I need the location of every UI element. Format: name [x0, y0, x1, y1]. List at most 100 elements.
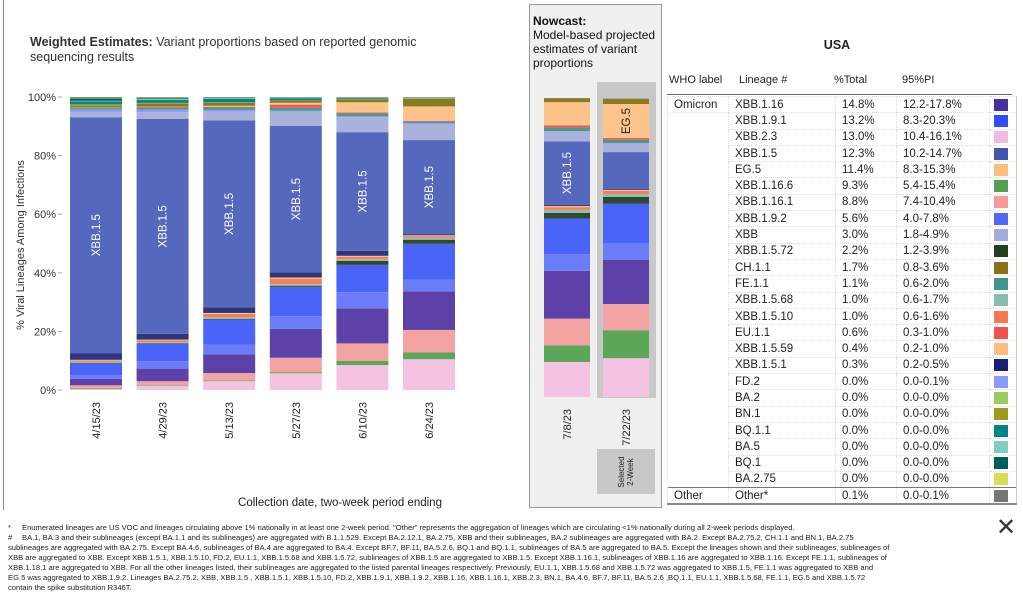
lineage-name: XBB.1.9.1: [728, 112, 836, 130]
footnote-line: XBB are aggregated to XBB. Except XBB.1.…: [8, 553, 1018, 563]
bar-segment-xbb-1-9-1: [136, 343, 189, 362]
bar-segment-xbb-1-9-1: [603, 203, 649, 244]
bar-segment-xbb-1-16-1: [403, 329, 455, 353]
bar-segment-xbb-1-9-2: [136, 361, 189, 369]
bar-segment-bq-1: [70, 98, 122, 101]
lineage-name: XBB.1.5.1: [728, 356, 836, 375]
bar-segment-eu-1-1: [403, 120, 455, 122]
color-swatch-cell: [989, 161, 1017, 179]
bar-segment-eg-5: [544, 102, 590, 126]
bar-segment-xbb-1-5-59: [70, 359, 122, 361]
percent-total: 0.0%: [835, 389, 897, 407]
table-row: BQ.1.1 0.0% 0.0-0.0%: [667, 421, 1017, 440]
table-row: XBB.1.5.1 0.3% 0.2-0.5%: [667, 356, 1017, 375]
bar-segment-xbb-1-5-72: [136, 343, 189, 344]
percent-total: 1.1%: [835, 275, 897, 293]
header-divider: [667, 94, 1012, 95]
legend-color-swatch: [994, 343, 1008, 356]
bar-segment-xbb-1-5-10: [603, 190, 649, 194]
bar-segment-xbb-1-16-1: [336, 343, 389, 361]
bar-segment-xbb-1-9-2: [269, 316, 322, 329]
lineage-name: BQ.1.1: [728, 421, 836, 440]
bar-segment-xbb-1-16-1: [203, 373, 256, 381]
bar-segment-eg-5: [203, 105, 256, 107]
bar-segment-xbb-1-16: [336, 308, 389, 344]
percent-total: 2.2%: [835, 242, 897, 260]
who-label: [667, 243, 729, 260]
lineage-name: XBB.1.9.2: [728, 210, 836, 228]
color-swatch-cell: [989, 95, 1017, 114]
bar-segment-label: XBB.1.5: [224, 193, 236, 235]
nowcast-title-rest: Model-based projected estimates of varia…: [533, 28, 656, 70]
prediction-interval: 0.0-0.1%: [896, 373, 990, 391]
table-row: XBB.1.9.1 13.2% 8.3-20.3%: [667, 112, 1017, 130]
table-row: BN.1 0.0% 0.0-0.0%: [667, 405, 1017, 423]
color-swatch-cell: [989, 307, 1017, 326]
color-swatch-cell: [989, 405, 1017, 423]
color-swatch-cell: [989, 454, 1017, 472]
bar-segment-xbb-1-5-68: [403, 237, 455, 240]
bar-segment-xbb: [544, 131, 590, 142]
percent-total: 0.1%: [835, 487, 897, 506]
legend-color-swatch: [994, 294, 1008, 307]
percent-total: 0.3%: [835, 356, 897, 375]
bar-segment-ch-1-1: [544, 98, 590, 103]
close-x-icon[interactable]: ✕: [996, 514, 1017, 541]
bar-segment-xbb-1-16-6: [136, 385, 189, 386]
bar-segment-xbb-1-5-59: [403, 235, 455, 237]
y-tick-label: 20%: [34, 326, 56, 338]
bar-segment-xbb: [336, 117, 389, 133]
lineage-name: FE.1.1: [728, 275, 836, 293]
bar-segment-fd-2: [269, 110, 322, 112]
bar-segment-fe-1-1: [544, 127, 590, 132]
bar-segment-bq-1-1: [136, 99, 189, 103]
legend-color-swatch: [994, 261, 1008, 274]
header-pct-total: %Total: [834, 74, 868, 86]
percent-total: 0.4%: [835, 340, 897, 358]
legend-color-swatch: [994, 391, 1008, 404]
bar-segment-xbb-1-16: [544, 270, 590, 319]
lineage-name: XBB.1.16.6: [728, 177, 836, 195]
bar-segment-xbb: [70, 111, 122, 118]
bar-segment-xbb-1-16-1: [136, 381, 189, 386]
bar-segment-xbb-1-5-1: [544, 204, 590, 206]
footnote-line: EG.5 was aggregated to XBB.1.9.2. Lineag…: [8, 573, 1018, 583]
percent-total: 13.2%: [835, 112, 897, 130]
bar-segment-xbb-1-5-68: [544, 209, 590, 213]
bar-segment-fe-1-1: [136, 107, 189, 110]
bar-segment-xbb-1-5: [269, 126, 322, 273]
bar-segment-ch-1-1: [136, 103, 189, 107]
lineage-name: XBB.1.5.59: [728, 340, 836, 358]
percent-total: 14.8%: [835, 95, 897, 114]
panel-border: [3, 0, 4, 510]
table-row: XBB.1.16.6 9.3% 5.4-15.4%: [667, 177, 1017, 195]
legend-color-swatch: [994, 212, 1008, 225]
prediction-interval: 0.0-0.0%: [896, 389, 990, 407]
bar-segment-xbb-1-5: [136, 118, 189, 334]
percent-total: 0.0%: [835, 405, 897, 423]
selected-2-week-button[interactable]: Selected 2-Week: [597, 449, 655, 494]
table-row: Omicron XBB.1.16 14.8% 12.2-17.8%: [667, 95, 1017, 114]
bar-segment-xbb-1-5-10: [336, 256, 389, 260]
bar-segment-xbb-2-3: [336, 365, 389, 390]
bar-segment-xbb-1-9-1: [544, 218, 590, 255]
who-label: [667, 210, 729, 227]
legend-color-swatch: [994, 98, 1008, 111]
bar-segment-ba-5: [136, 99, 189, 100]
who-label: [667, 145, 729, 162]
prediction-interval: 0.8-3.6%: [896, 258, 990, 277]
color-swatch-cell: [989, 389, 1017, 407]
bar-segment-xbb-1-16-6: [603, 330, 649, 359]
table-row: BQ.1 0.0% 0.0-0.0%: [667, 454, 1017, 472]
bar-segment-fd-2: [403, 123, 455, 124]
title-rest: Variant proportions based on reported ge…: [30, 35, 417, 64]
prediction-interval: 8.3-20.3%: [896, 112, 990, 130]
prediction-interval: 10.2-14.7%: [896, 144, 990, 163]
legend-color-swatch: [994, 163, 1008, 176]
bar-segment-eu-1-1: [136, 106, 189, 108]
bar-segment-xbb-1-16-1: [544, 318, 590, 346]
legend-color-swatch: [994, 277, 1008, 290]
prediction-interval: 0.0-0.0%: [896, 405, 990, 423]
color-swatch-cell: [989, 487, 1017, 506]
bar-segment-xbb-1-5-68: [70, 361, 122, 363]
